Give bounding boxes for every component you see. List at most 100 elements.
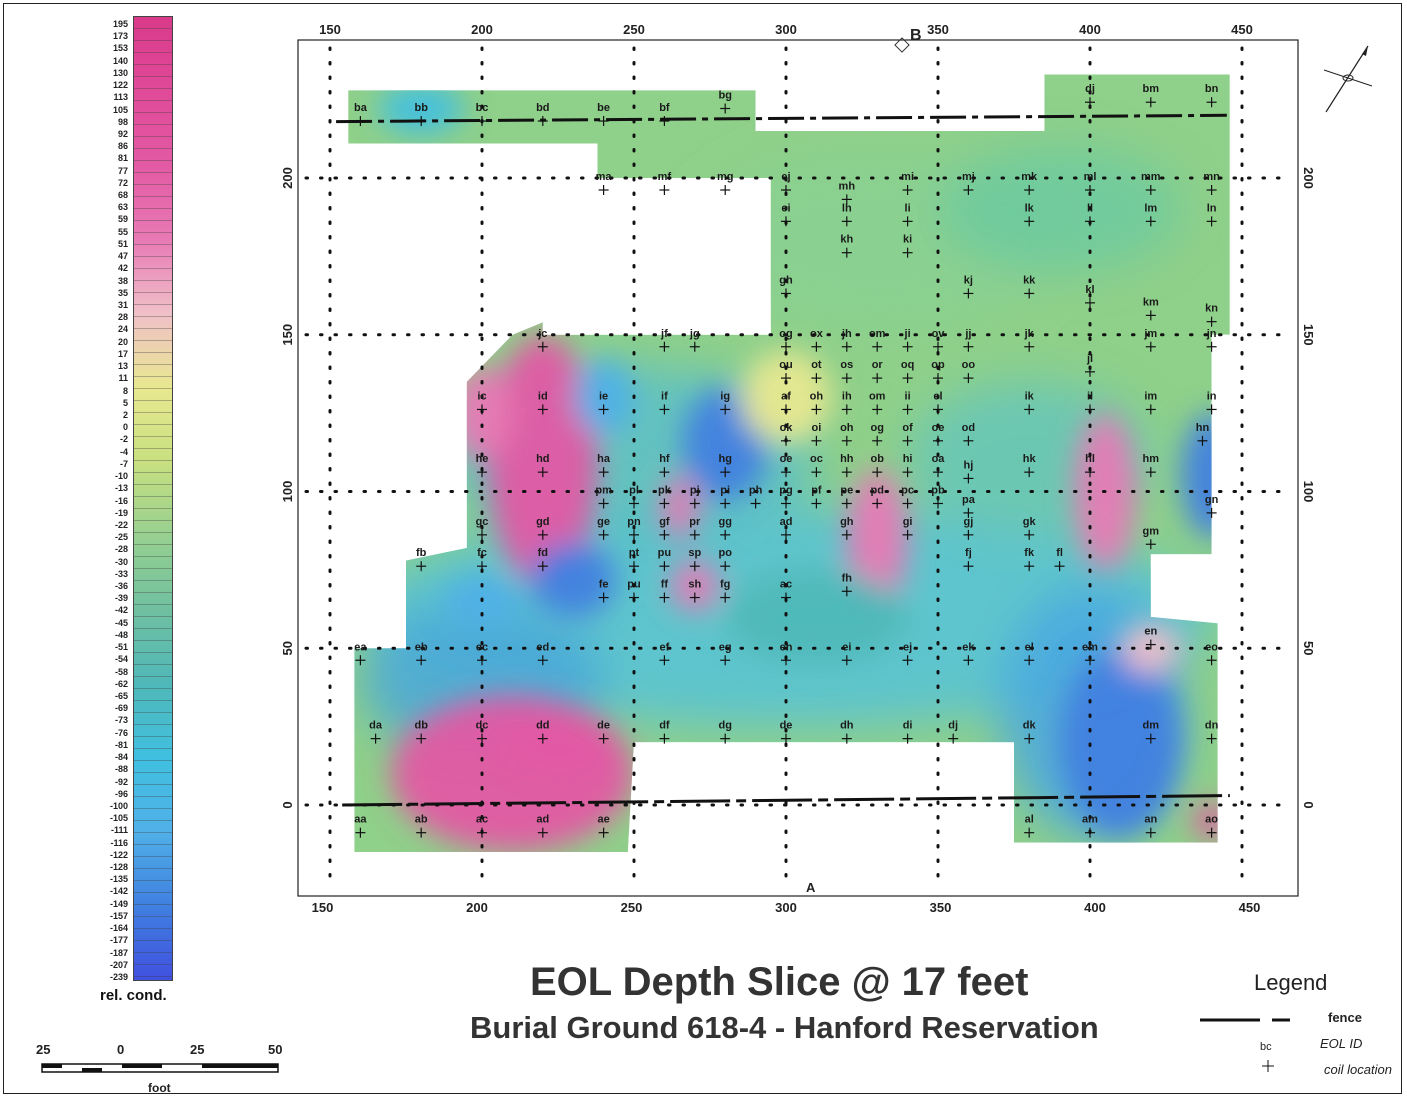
scale-unit: foot	[148, 1081, 171, 1095]
station-id: de	[597, 720, 610, 732]
station-id: gh	[840, 516, 854, 528]
x-tick-bottom: 250	[621, 900, 643, 915]
station-id: dm	[1143, 720, 1160, 732]
station-id: jh	[841, 328, 852, 340]
station-id: ml	[1084, 171, 1097, 183]
station-id: el	[933, 390, 942, 402]
station: ig	[720, 390, 731, 415]
station-id: ig	[720, 390, 730, 402]
station: fd	[538, 547, 548, 572]
station: jn	[1206, 328, 1217, 352]
colorbar-tick-labels: 195 173 153 140 130 122 113 105 98 92 86 81 77 72 68 63…	[92, 16, 128, 982]
station-id: gf	[659, 516, 670, 528]
station: hf	[659, 453, 670, 478]
station-id: mk	[1021, 171, 1038, 183]
station: pu	[627, 579, 641, 603]
station: sp	[688, 547, 701, 572]
station-id: km	[1143, 296, 1159, 308]
station-id: ln	[1207, 202, 1217, 214]
y-tick-right: 50	[1301, 641, 1316, 655]
station-id: jf	[660, 328, 668, 340]
colorbar-tick: 77	[117, 165, 128, 176]
station-id: pg	[779, 485, 792, 497]
station-id: de	[780, 720, 793, 732]
station-id: fd	[538, 547, 548, 559]
station-id: eg	[719, 641, 732, 653]
station: gk	[1023, 516, 1036, 540]
station: gj	[963, 516, 974, 540]
station: fj	[963, 547, 974, 572]
station-id: gd	[536, 516, 549, 528]
station: eo	[1205, 641, 1218, 666]
colorbar-tick: -122	[109, 849, 128, 860]
station: ll	[1085, 202, 1095, 227]
colorbar-tick: -76	[114, 727, 128, 738]
station-id: ob	[870, 453, 884, 465]
station: el	[933, 390, 943, 415]
station: pl	[629, 485, 639, 509]
x-tick-bottom: 450	[1239, 900, 1261, 915]
station-id: en	[1144, 626, 1157, 638]
conductivity-field	[348, 74, 1230, 852]
colorbar-tick: 35	[117, 287, 128, 298]
station: pk	[658, 485, 672, 509]
station: po	[718, 547, 732, 572]
station-id: ou	[779, 359, 792, 371]
station: gd	[536, 516, 550, 540]
anomaly	[573, 359, 634, 436]
station-id: al	[1025, 814, 1034, 826]
station-id: mh	[839, 180, 856, 192]
station-id: sp	[688, 547, 701, 559]
station-id: dg	[718, 720, 731, 732]
colorbar-tick: -73	[114, 715, 128, 726]
station: hm	[1143, 453, 1159, 478]
station-id: af	[781, 390, 791, 402]
station: pj	[689, 485, 700, 509]
station: hl	[1085, 453, 1095, 478]
station: ae	[597, 814, 610, 838]
station: be	[597, 102, 610, 127]
station: ot	[811, 359, 822, 384]
station: aa	[354, 814, 367, 838]
station-id: om	[869, 390, 886, 402]
station-id: ii	[905, 390, 911, 402]
colorbar-tick: -10	[114, 471, 128, 482]
station-id: mg	[717, 171, 734, 183]
station-id: ef	[660, 641, 670, 653]
station: mg	[717, 171, 734, 195]
station-id: os	[840, 359, 853, 371]
station-id: ok	[780, 422, 794, 434]
station-id: hi	[903, 453, 913, 465]
station-id: am	[1082, 814, 1098, 826]
station-id: op	[931, 359, 945, 371]
station: kj	[963, 274, 974, 299]
station-id: ac	[476, 814, 488, 826]
legend-title: Legend	[1254, 970, 1328, 995]
station-id: pt	[629, 547, 640, 559]
colorbar-tick: 55	[117, 226, 128, 237]
station-id: db	[414, 720, 428, 732]
legend-sample-id: bc	[1260, 1041, 1272, 1053]
station: kn	[1205, 303, 1218, 327]
station: oh	[810, 390, 823, 415]
station: op	[931, 359, 945, 384]
colorbar-tick: -84	[114, 752, 128, 763]
station-id: ad	[536, 814, 549, 826]
station-id: ic	[477, 390, 486, 402]
legend-eol-label: EOL ID	[1320, 1036, 1363, 1051]
colorbar-tick: 81	[117, 153, 128, 164]
colorbar-tick: -4	[119, 446, 128, 457]
x-tick-top: 400	[1079, 22, 1101, 37]
station: dn	[1205, 720, 1219, 744]
station-id: il	[1087, 390, 1093, 402]
colorbar-tick: 17	[117, 348, 128, 359]
station: og	[870, 422, 884, 446]
station-id: ej	[903, 641, 912, 653]
station-id: jl	[1086, 353, 1093, 365]
station: ea	[354, 641, 367, 666]
station-id: ge	[597, 516, 610, 528]
station: am	[1082, 814, 1098, 838]
colorbar-tick: 113	[113, 92, 128, 103]
colorbar-tick: -36	[114, 581, 128, 592]
colorbar-tick: -187	[109, 947, 128, 958]
